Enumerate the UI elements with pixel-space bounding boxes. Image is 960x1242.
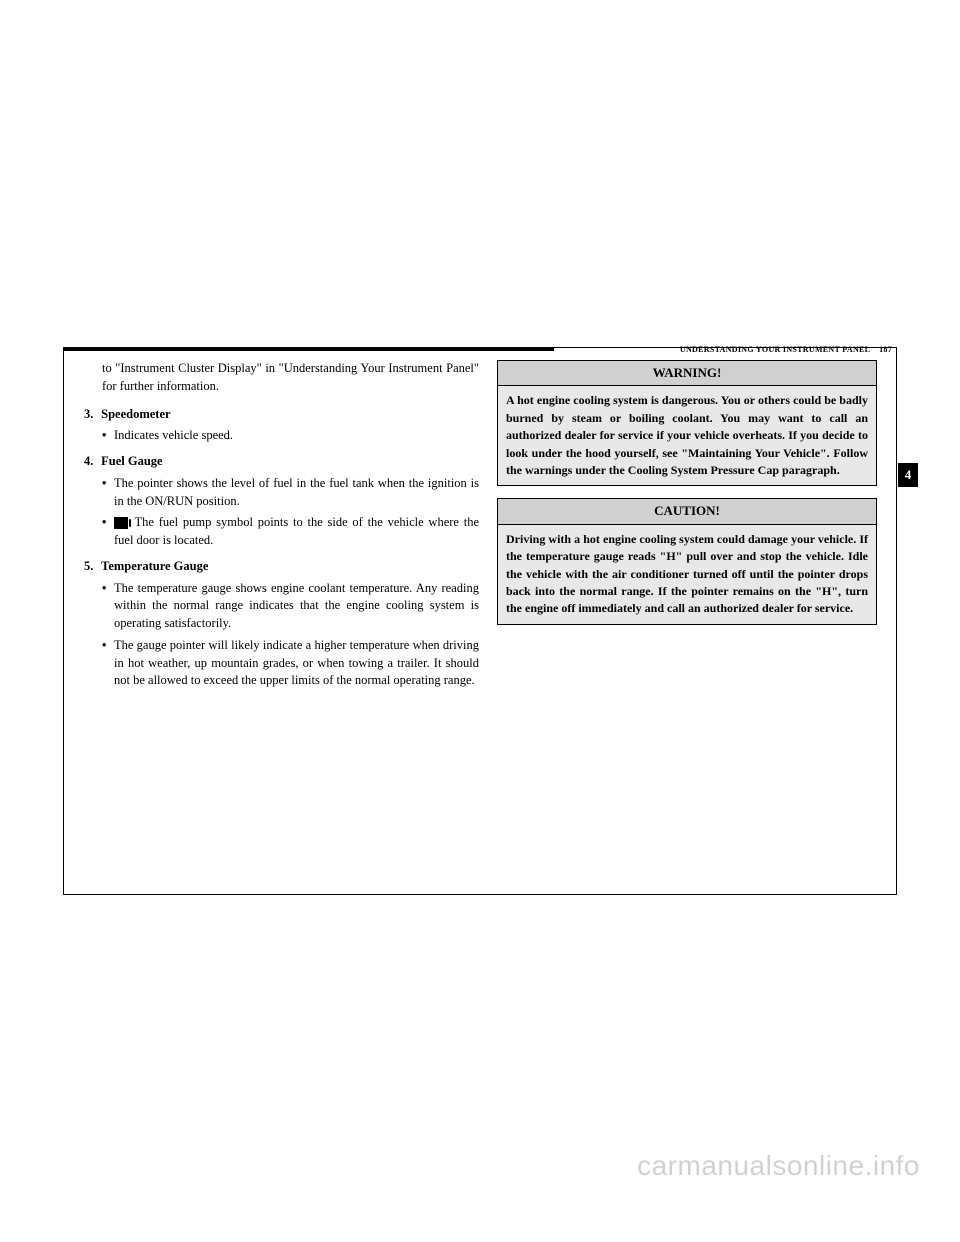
bullet: Indicates vehicle speed.	[102, 427, 479, 445]
fuel-pump-icon	[114, 517, 128, 529]
chapter-tab: 4	[898, 463, 918, 487]
bullet-list: The pointer shows the level of fuel in t…	[102, 475, 479, 550]
item-number: 5.	[84, 558, 98, 576]
bullet-list: Indicates vehicle speed.	[102, 427, 479, 445]
left-column: to "Instrument Cluster Display" in "Unde…	[84, 360, 479, 698]
section-title: UNDERSTANDING YOUR INSTRUMENT PANEL	[680, 345, 870, 354]
bullet: The fuel pump symbol points to the side …	[102, 514, 479, 550]
list-item-3: 3. Speedometer Indicates vehicle speed.	[84, 406, 479, 446]
running-header: UNDERSTANDING YOUR INSTRUMENT PANEL 187	[680, 345, 892, 354]
continuation-text: to "Instrument Cluster Display" in "Unde…	[102, 360, 479, 396]
right-column: WARNING! A hot engine cooling system is …	[497, 360, 877, 698]
bullet-text: The fuel pump symbol points to the side …	[114, 515, 479, 547]
content-columns: to "Instrument Cluster Display" in "Unde…	[64, 348, 896, 710]
caution-body: Driving with a hot engine cooling system…	[498, 525, 876, 624]
page-frame: UNDERSTANDING YOUR INSTRUMENT PANEL 187 …	[63, 347, 897, 895]
item-number: 4.	[84, 453, 98, 471]
page-number: 187	[879, 345, 892, 354]
chapter-tab-number: 4	[905, 467, 912, 483]
item-title: Speedometer	[101, 407, 170, 421]
caution-title: CAUTION!	[498, 499, 876, 524]
list-item-4: 4. Fuel Gauge The pointer shows the leve…	[84, 453, 479, 550]
bullet: The gauge pointer will likely indicate a…	[102, 637, 479, 690]
header-rule	[64, 348, 554, 351]
warning-box: WARNING! A hot engine cooling system is …	[497, 360, 877, 486]
warning-title: WARNING!	[498, 361, 876, 386]
bullet: The pointer shows the level of fuel in t…	[102, 475, 479, 511]
item-title: Fuel Gauge	[101, 454, 162, 468]
bullet: The temperature gauge shows engine coola…	[102, 580, 479, 633]
list-item-5: 5. Temperature Gauge The temperature gau…	[84, 558, 479, 690]
item-title: Temperature Gauge	[101, 559, 208, 573]
item-number: 3.	[84, 406, 98, 424]
warning-body: A hot engine cooling system is dangerous…	[498, 386, 876, 485]
caution-box: CAUTION! Driving with a hot engine cooli…	[497, 498, 877, 624]
bullet-list: The temperature gauge shows engine coola…	[102, 580, 479, 691]
watermark: carmanualsonline.info	[637, 1150, 920, 1182]
